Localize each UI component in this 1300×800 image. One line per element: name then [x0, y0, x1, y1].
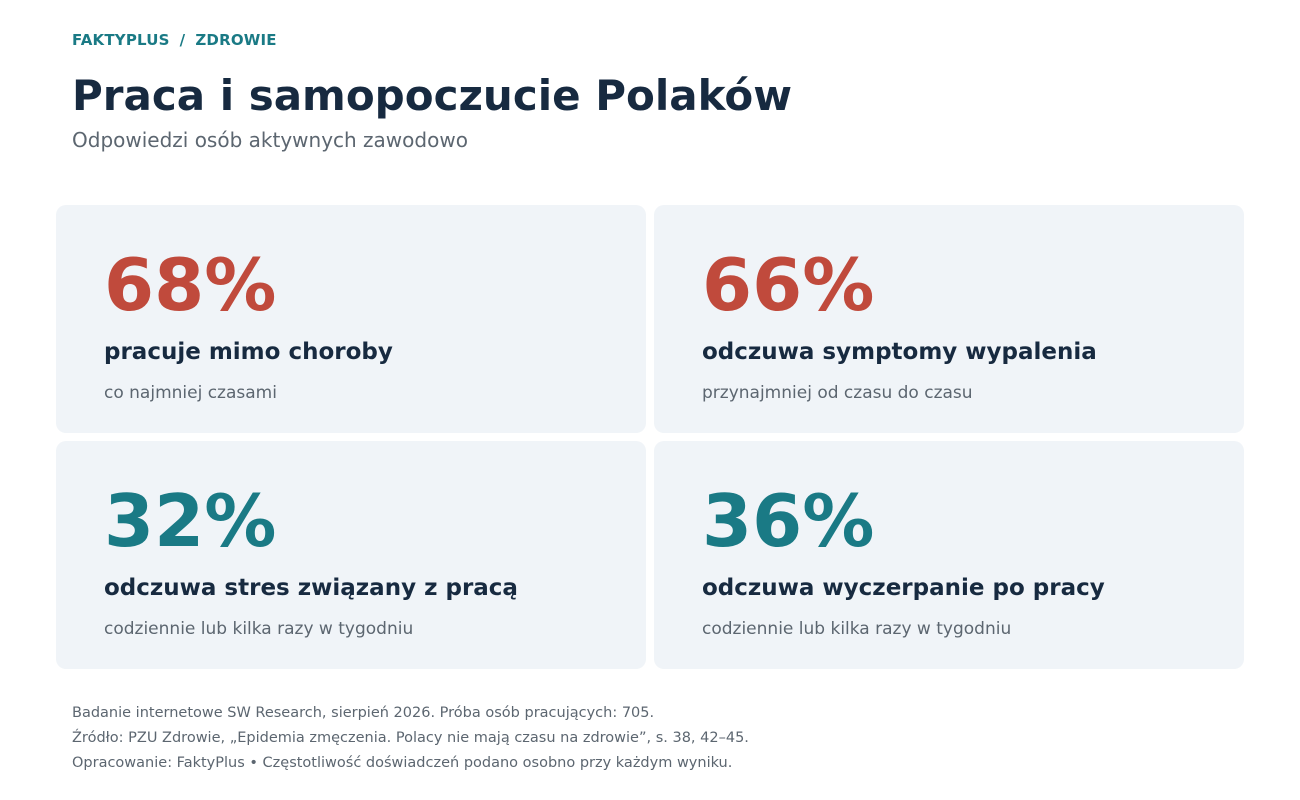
stat-value: 68% — [104, 243, 277, 327]
stat-value: 32% — [104, 479, 277, 563]
stats-grid: 68% pracuje mimo choroby co najmniej cza… — [56, 205, 1244, 669]
page-subtitle: Odpowiedzi osób aktywnych zawodowo — [72, 128, 468, 152]
breadcrumb-separator: / — [179, 31, 186, 49]
stat-card-sick-work: 68% pracuje mimo choroby co najmniej cza… — [56, 205, 646, 433]
stat-label: pracuje mimo choroby — [104, 339, 393, 365]
stat-card-work-stress: 32% odczuwa stres związany z pracą codzi… — [56, 441, 646, 669]
stat-value: 66% — [702, 243, 875, 327]
stat-note: co najmniej czasami — [104, 383, 277, 403]
source-footer: Badanie internetowe SW Research, sierpie… — [72, 701, 749, 776]
breadcrumb-category[interactable]: ZDROWIE — [195, 31, 277, 49]
page-title: Praca i samopoczucie Polaków — [72, 71, 793, 120]
footer-credits: Opracowanie: FaktyPlus • Częstotliwość d… — [72, 755, 733, 771]
stat-card-burnout: 66% odczuwa symptomy wypalenia przynajmn… — [654, 205, 1244, 433]
breadcrumb: FAKTYPLUS / ZDROWIE — [72, 31, 277, 49]
stat-note: codziennie lub kilka razy w tygodniu — [702, 619, 1012, 639]
stat-label: odczuwa wyczerpanie po pracy — [702, 575, 1105, 601]
stat-label: odczuwa symptomy wypalenia — [702, 339, 1097, 365]
stat-card-exhaustion: 36% odczuwa wyczerpanie po pracy codzien… — [654, 441, 1244, 669]
footer-source: Źródło: PZU Zdrowie, „Epidemia zmęczenia… — [72, 730, 749, 746]
breadcrumb-section[interactable]: FAKTYPLUS — [72, 31, 170, 49]
footer-methodology: Badanie internetowe SW Research, sierpie… — [72, 705, 655, 721]
stat-note: codziennie lub kilka razy w tygodniu — [104, 619, 414, 639]
stat-label: odczuwa stres związany z pracą — [104, 575, 518, 601]
stat-value: 36% — [702, 479, 875, 563]
stat-note: przynajmniej od czasu do czasu — [702, 383, 973, 403]
